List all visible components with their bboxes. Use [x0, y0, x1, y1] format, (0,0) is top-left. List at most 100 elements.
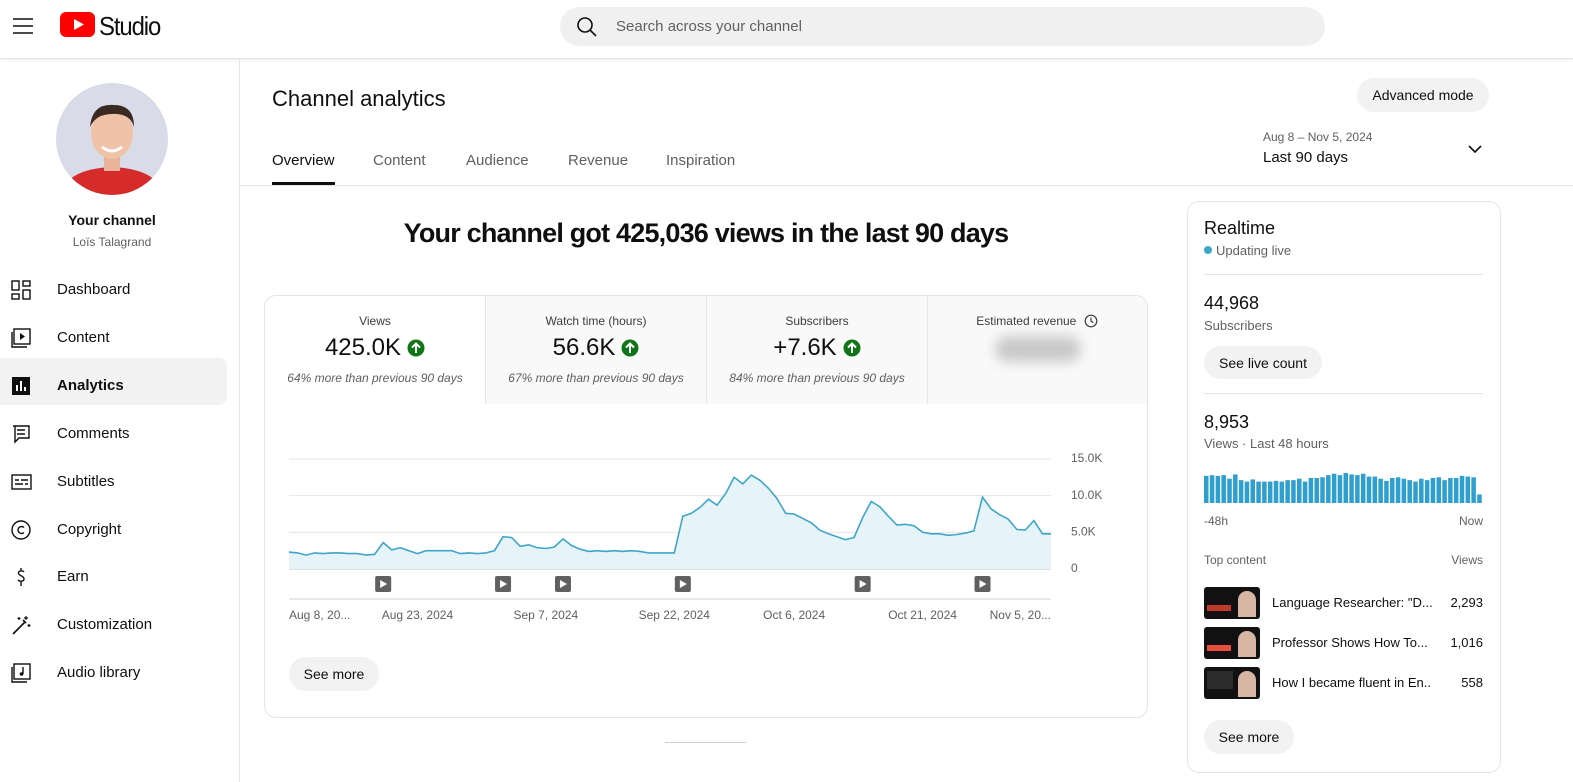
nav-item[interactable]: Earn	[57, 568, 89, 586]
realtime-bar	[1244, 481, 1250, 503]
subscriber-label: Subscribers	[1204, 318, 1273, 333]
logo-icon[interactable]	[60, 12, 96, 38]
tab[interactable]: Audience	[466, 152, 529, 169]
x-tick-label: Sep 7, 2024	[513, 608, 578, 622]
sidebar-divider	[239, 59, 240, 782]
advanced-mode-button[interactable]: Advanced mode	[1357, 78, 1489, 112]
nav-icon[interactable]	[11, 615, 32, 636]
see-more-button[interactable]: See more	[289, 657, 379, 691]
realtime-bar	[1355, 475, 1360, 503]
realtime-bar	[1302, 481, 1308, 503]
top-content-views: 558	[1461, 675, 1483, 690]
realtime-bar	[1297, 478, 1302, 503]
top-content-title[interactable]: Language Researcher: "D...	[1272, 595, 1432, 610]
revenue-label-text: Estimated revenue	[976, 314, 1077, 328]
scroll-indicator	[665, 742, 746, 743]
realtime-bar	[1320, 477, 1325, 503]
tab[interactable]: Revenue	[568, 152, 629, 169]
realtime-bar	[1215, 475, 1221, 503]
nav-item[interactable]: Comments	[57, 424, 130, 442]
nav-item[interactable]: Content	[57, 328, 110, 346]
realtime-bar	[1273, 480, 1279, 503]
metric-label[interactable]: Subscribers	[785, 314, 849, 328]
nav-item[interactable]: Subtitles	[57, 472, 115, 490]
x-tick-label: Oct 6, 2024	[763, 608, 825, 622]
see-more-button[interactable]: See more	[1204, 720, 1294, 754]
y-tick-label: 15.0K	[1071, 451, 1102, 465]
views-count: 8,953	[1204, 412, 1250, 432]
thumbnail-accent	[1238, 591, 1256, 617]
nav-icon[interactable]	[11, 280, 32, 301]
period-dropdown[interactable]	[1467, 143, 1483, 155]
search-placeholder: Search across your channel	[616, 18, 802, 35]
tab[interactable]: Overview	[272, 152, 335, 169]
realtime-bar	[1314, 478, 1319, 503]
nav-item[interactable]: Analytics	[57, 376, 124, 394]
realtime-bar	[1465, 476, 1471, 503]
metric-label[interactable]: Views	[359, 314, 391, 328]
realtime-bar	[1285, 480, 1290, 503]
search-box[interactable]	[560, 7, 1325, 46]
menu-button[interactable]	[12, 16, 34, 36]
x-tick-label: Aug 8, 20...	[289, 608, 350, 622]
metric-divider	[706, 296, 707, 404]
realtime-bar	[1378, 478, 1383, 503]
thumbnail-tag	[1207, 671, 1233, 689]
page-title: Channel analytics	[272, 86, 446, 111]
realtime-bar	[1233, 474, 1238, 503]
avatar[interactable]	[56, 83, 168, 195]
nav-item[interactable]: Customization	[57, 616, 153, 634]
nav-icon[interactable]	[11, 424, 32, 445]
metric-label[interactable]: Watch time (hours)	[545, 314, 647, 328]
realtime-bar	[1430, 478, 1436, 503]
tab[interactable]: Inspiration	[666, 152, 736, 169]
metric-value-row: +7.6K	[707, 334, 927, 362]
headline: Your channel got 425,036 views in the la…	[403, 218, 1010, 248]
thumbnail-accent	[1238, 631, 1256, 657]
realtime-bar	[1477, 494, 1482, 503]
top-content-title[interactable]: How I became fluent in En...	[1272, 675, 1432, 690]
y-tick-label: 0	[1071, 561, 1078, 575]
realtime-bar	[1267, 481, 1273, 503]
thumbnail[interactable]	[1204, 667, 1260, 699]
top-content-title[interactable]: Professor Shows How To...	[1272, 635, 1428, 650]
realtime-bar	[1395, 477, 1401, 503]
nav-icon[interactable]	[11, 376, 32, 397]
realtime-status: Updating live	[1216, 243, 1292, 258]
metric-note: 67% more than previous 90 days	[508, 371, 684, 385]
thumbnail-tag	[1207, 605, 1231, 611]
divider	[1204, 274, 1483, 275]
revenue-label[interactable]: Estimated revenue	[927, 314, 1147, 328]
video-marker-icon	[380, 580, 388, 588]
start-label: -48h	[1204, 514, 1229, 528]
realtime-bar	[1308, 478, 1314, 503]
nav-item[interactable]: Dashboard	[57, 281, 131, 298]
metric-divider	[927, 296, 928, 404]
date-range[interactable]: Aug 8 – Nov 5, 2024	[1263, 130, 1373, 144]
nav-icon[interactable]	[11, 472, 32, 493]
logo-text[interactable]: Studio	[99, 11, 161, 41]
nav-icon[interactable]	[11, 567, 32, 588]
thumbnail[interactable]	[1204, 627, 1260, 659]
period[interactable]: Last 90 days	[1263, 149, 1349, 166]
realtime-bar	[1390, 478, 1395, 503]
tab[interactable]: Content	[373, 152, 426, 169]
see-live-count-button[interactable]: See live count	[1204, 346, 1322, 379]
nav-icon[interactable]	[11, 663, 32, 684]
nav-icon[interactable]	[11, 519, 32, 541]
nav-item[interactable]: Audio library	[57, 664, 141, 682]
video-marker-icon	[979, 580, 987, 588]
nav-icon[interactable]	[11, 328, 32, 349]
realtime-bar	[1366, 476, 1372, 503]
search-icon	[577, 17, 597, 37]
realtime-bar	[1209, 475, 1215, 503]
thumbnail[interactable]	[1204, 587, 1260, 619]
realtime-bar	[1424, 480, 1430, 503]
metric-value: +7.6K	[773, 334, 837, 361]
metric-value-row: 56.6K	[486, 334, 706, 362]
trend-up-icon	[621, 339, 639, 357]
realtime-bar	[1360, 473, 1366, 503]
realtime-bar	[1384, 480, 1389, 503]
tabs-divider	[240, 185, 1573, 186]
nav-item[interactable]: Copyright	[57, 520, 122, 538]
